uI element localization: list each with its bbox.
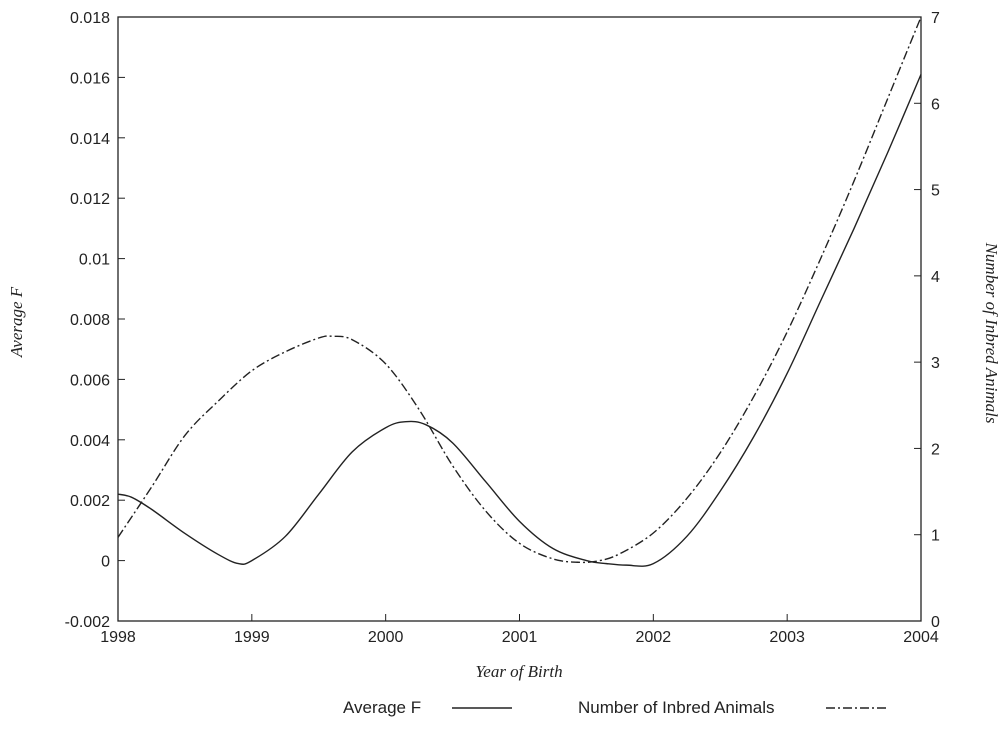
x-tick-label: 2004	[903, 629, 939, 646]
x-tick-label: 2001	[502, 629, 538, 646]
y-right-tick-label: 4	[931, 269, 940, 286]
x-axis-title: Year of Birth	[475, 662, 562, 681]
x-tick-label: 2000	[368, 629, 404, 646]
legend-label-inbred-animals: Number of Inbred Animals	[578, 698, 775, 717]
y-left-tick-label: 0.012	[70, 191, 110, 208]
y-right-tick-label: 1	[931, 528, 940, 545]
y-axis-right-title: Number of Inbred Animals	[982, 242, 1000, 424]
y-left-tick-label: 0.016	[70, 70, 110, 87]
x-tick-label: 1998	[100, 629, 136, 646]
y-left-tick-label: 0.014	[70, 131, 110, 148]
series-line-number-of-inbred-animals	[117, 16, 922, 564]
y-axis-left-title: Average F	[7, 286, 26, 358]
legend: Average F Number of Inbred Animals	[343, 698, 886, 717]
y-right-tick-label: 2	[931, 441, 940, 458]
x-tick-label: 2002	[636, 629, 672, 646]
y-left-tick-label: 0.018	[70, 10, 110, 27]
y-axis-right: 0 1 2 3 4 5 6 7	[914, 10, 940, 631]
y-left-tick-label: 0.002	[70, 493, 110, 510]
legend-label-average-f: Average F	[343, 698, 421, 717]
y-left-tick-label: 0.008	[70, 312, 110, 329]
series-line-average-f	[117, 74, 922, 567]
x-tick-label: 2003	[769, 629, 805, 646]
y-axis-left: -0.002 0 0.002 0.004 0.006 0.008 0.01 0.012 0.01…	[65, 10, 125, 631]
plot-area	[117, 16, 922, 622]
x-tick-label: 1999	[234, 629, 270, 646]
y-left-tick-label: -0.002	[65, 614, 110, 631]
y-left-tick-label: 0.004	[70, 433, 110, 450]
y-left-tick-label: 0.01	[79, 252, 110, 269]
series-layer	[117, 16, 922, 567]
x-axis: 1998 1999 2000 2001 2002 2003 2004	[100, 614, 939, 646]
y-right-tick-label: 3	[931, 355, 940, 372]
y-right-tick-label: 5	[931, 183, 940, 200]
y-right-tick-label: 0	[931, 614, 940, 631]
y-left-tick-label: 0	[101, 554, 110, 571]
y-right-tick-label: 6	[931, 96, 940, 113]
y-right-tick-label: 7	[931, 10, 940, 27]
y-left-tick-label: 0.006	[70, 372, 110, 389]
